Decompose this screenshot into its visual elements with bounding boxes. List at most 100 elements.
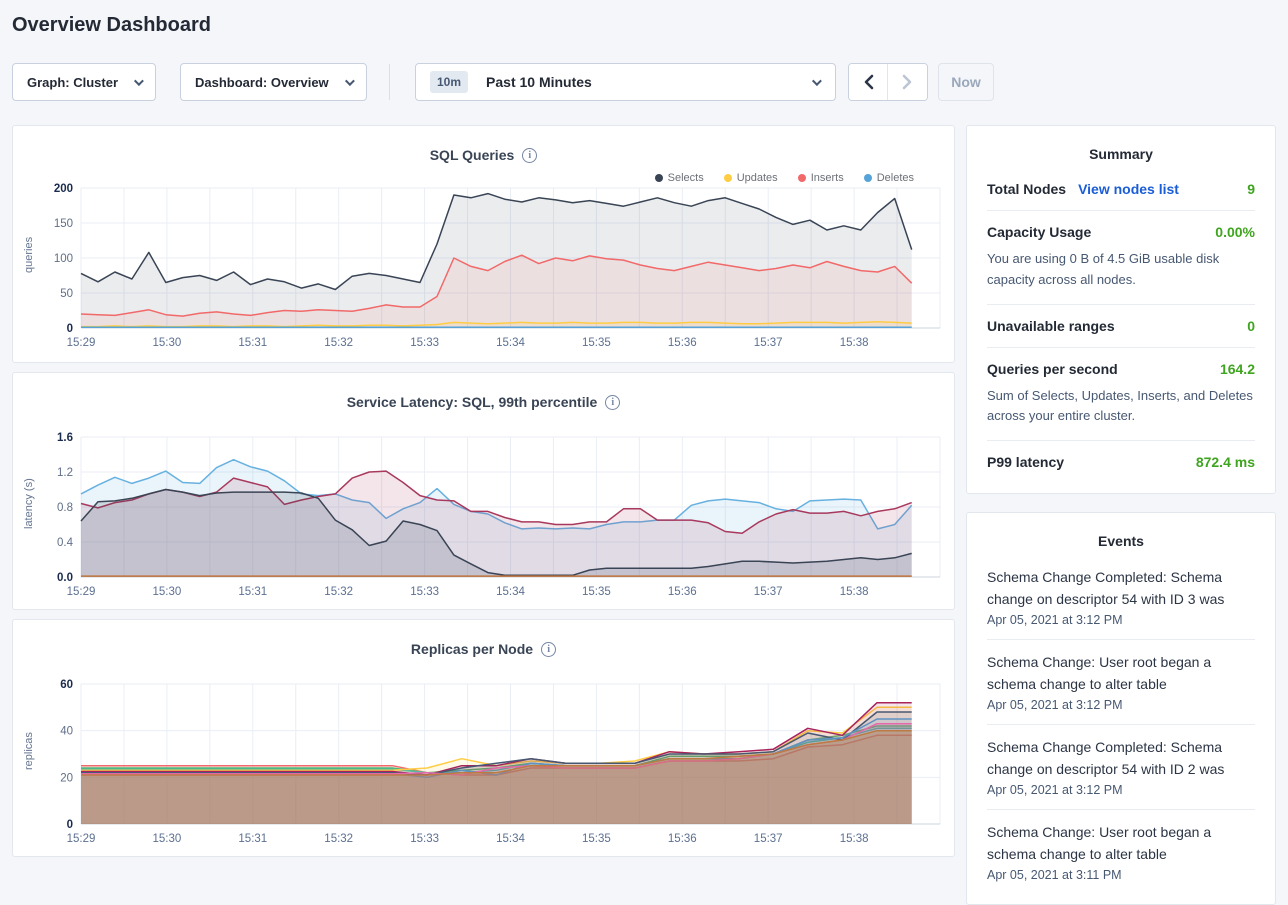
svg-text:0: 0 — [67, 323, 73, 335]
legend-dot — [863, 174, 872, 182]
sql-queries-legend: Selects Updates Inserts Deletes — [654, 172, 914, 184]
info-icon[interactable]: i — [605, 394, 621, 410]
event-timestamp: Apr 05, 2021 at 3:12 PM — [987, 698, 1123, 713]
view-nodes-list-link[interactable]: View nodes list — [1078, 181, 1179, 197]
summary-item-value: 0 — [1247, 317, 1255, 334]
summary-item-value: 872.4 ms — [1195, 454, 1255, 471]
summary-item-label: Total Nodes — [987, 181, 1067, 197]
summary-item-value: 164.2 — [1219, 360, 1255, 377]
svg-text:15:32: 15:32 — [324, 833, 353, 845]
chevron-right-icon — [902, 74, 912, 90]
summary-item-value: 9 — [1247, 181, 1255, 197]
svg-text:15:32: 15:32 — [324, 586, 353, 598]
svg-text:15:38: 15:38 — [840, 833, 869, 845]
event-message: Schema Change Completed: Schema change o… — [987, 739, 1225, 778]
svg-text:15:30: 15:30 — [153, 833, 182, 845]
svg-text:15:37: 15:37 — [754, 337, 783, 349]
svg-text:15:37: 15:37 — [754, 586, 783, 598]
svg-text:15:33: 15:33 — [410, 833, 439, 845]
legend-item-inserts: Inserts — [797, 172, 844, 184]
page-title: Overview Dashboard — [12, 14, 211, 36]
event-timestamp: Apr 05, 2021 at 3:12 PM — [987, 783, 1123, 798]
time-range-selector[interactable]: 10m Past 10 Minutes — [415, 63, 836, 101]
summary-item-value: 0.00% — [1215, 224, 1255, 240]
summary-item: Capacity Usage 0.00% You are using 0 B o… — [987, 211, 1255, 305]
event-message: Schema Change: User root began a schema … — [987, 654, 1212, 693]
svg-text:15:37: 15:37 — [754, 833, 783, 845]
legend-item-updates: Updates — [723, 172, 778, 184]
info-icon[interactable]: i — [541, 641, 557, 657]
svg-text:15:29: 15:29 — [67, 833, 96, 845]
svg-text:0.8: 0.8 — [57, 502, 73, 514]
next-time-button[interactable] — [888, 64, 927, 100]
replicas-per-node-panel: Replicas per Node i replicas 15:29 15:30 1… — [12, 619, 955, 857]
sql-queries-panel: SQL Queries i Selects Updates Inserts Delet… — [12, 125, 955, 363]
event-timestamp: Apr 05, 2021 at 3:12 PM — [987, 613, 1123, 628]
svg-text:200: 200 — [54, 183, 73, 195]
summary-item: Total Nodes View nodes list 9 — [987, 168, 1255, 211]
sql-queries-title: SQL Queries — [429, 147, 515, 163]
svg-text:20: 20 — [60, 772, 73, 784]
graph-dropdown-label: Graph: Cluster — [27, 74, 119, 90]
y-axis-label: replicas — [23, 732, 35, 770]
legend-dot — [654, 174, 663, 182]
svg-text:15:30: 15:30 — [153, 337, 182, 349]
summary-item-label: Capacity Usage — [987, 224, 1092, 240]
svg-text:15:32: 15:32 — [324, 337, 353, 349]
legend-dot — [797, 174, 806, 182]
graph-dropdown[interactable]: Graph: Cluster — [12, 63, 156, 101]
now-button[interactable]: Now — [938, 63, 994, 101]
event-item: Schema Change Completed: Schema change o… — [987, 555, 1255, 641]
svg-text:15:38: 15:38 — [840, 337, 869, 349]
service-latency-chart[interactable]: 15:29 15:30 15:31 15:32 15:33 15:34 15:35 15:36… — [39, 429, 944, 599]
chevron-left-icon — [864, 74, 873, 90]
time-pager — [848, 63, 928, 101]
summary-item: P99 latency 872.4 ms — [987, 441, 1255, 483]
sql-queries-chart[interactable]: 15:29 15:30 15:31 15:32 15:33 15:34 15:35 15:36… — [39, 180, 944, 350]
chevron-down-icon — [344, 75, 355, 86]
replicas-per-node-title: Replicas per Node — [410, 641, 534, 657]
summary-panel: Summary Total Nodes View nodes list 9 Ca… — [966, 125, 1276, 495]
svg-text:50: 50 — [60, 288, 73, 300]
svg-text:1.6: 1.6 — [57, 432, 73, 444]
info-icon[interactable]: i — [522, 147, 538, 163]
legend-item-selects: Selects — [654, 172, 704, 184]
svg-text:1.2: 1.2 — [57, 467, 73, 479]
svg-text:15:31: 15:31 — [238, 337, 267, 349]
service-latency-panel: Service Latency: SQL, 99th percentile i … — [12, 372, 955, 610]
toolbar: Graph: Cluster Dashboard: Overview 10m P… — [12, 63, 1288, 101]
y-axis-label: queries — [23, 236, 35, 274]
chevron-down-icon — [133, 75, 144, 86]
svg-text:15:35: 15:35 — [582, 337, 611, 349]
summary-item: Unavailable ranges 0 — [987, 305, 1255, 348]
main-layout: SQL Queries i Selects Updates Inserts Delet… — [12, 125, 1276, 905]
svg-text:15:33: 15:33 — [410, 337, 439, 349]
event-message: Schema Change Completed: Schema change o… — [987, 569, 1225, 608]
svg-text:15:29: 15:29 — [67, 337, 96, 349]
svg-text:0.0: 0.0 — [57, 572, 73, 584]
svg-text:15:31: 15:31 — [238, 833, 267, 845]
svg-text:15:34: 15:34 — [496, 586, 525, 598]
event-item: Schema Change: User root began a schema … — [987, 640, 1255, 726]
time-range-badge: 10m — [430, 71, 469, 93]
dashboard-dropdown[interactable]: Dashboard: Overview — [180, 63, 367, 101]
events-panel: Events Schema Change Completed: Schema c… — [966, 512, 1276, 905]
summary-item-label: Unavailable ranges — [987, 317, 1115, 334]
svg-text:150: 150 — [54, 218, 73, 230]
time-range-label: Past 10 Minutes — [486, 74, 592, 90]
dashboard-dropdown-label: Dashboard: Overview — [195, 74, 329, 90]
prev-time-button[interactable] — [849, 64, 888, 100]
y-axis-label: latency (s) — [23, 478, 35, 530]
svg-text:40: 40 — [60, 726, 73, 738]
svg-text:0.4: 0.4 — [57, 537, 74, 549]
summary-item-description: Sum of Selects, Updates, Inserts, and De… — [987, 387, 1253, 424]
chevron-down-icon — [811, 76, 822, 87]
replicas-per-node-chart[interactable]: 15:29 15:30 15:31 15:32 15:33 15:34 15:35 15:36… — [39, 676, 944, 846]
event-item: Schema Change Completed: Schema change o… — [987, 725, 1255, 811]
svg-text:15:36: 15:36 — [668, 337, 697, 349]
svg-text:100: 100 — [54, 253, 73, 265]
charts-column: SQL Queries i Selects Updates Inserts Delet… — [12, 125, 955, 857]
svg-text:60: 60 — [60, 679, 73, 691]
svg-text:0: 0 — [67, 819, 73, 831]
svg-text:15:36: 15:36 — [668, 833, 697, 845]
